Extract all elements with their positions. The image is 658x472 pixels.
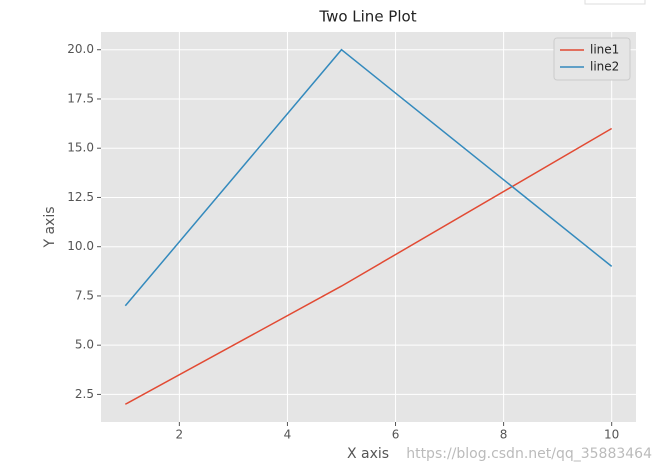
- y-tick-label: 15.0: [67, 141, 94, 155]
- legend: line1 line2: [553, 37, 631, 81]
- y-tick-label: 7.5: [75, 288, 94, 302]
- x-tick-label: 10: [604, 428, 619, 442]
- legend-label: line1: [590, 43, 619, 57]
- watermark: https://blog.csdn.net/qq_35883464: [406, 446, 652, 462]
- x-tick-label: 4: [284, 428, 292, 442]
- x-tick-label: 6: [392, 428, 400, 442]
- x-tick-label: 8: [500, 428, 508, 442]
- legend-box: [553, 37, 631, 81]
- plot-area: [101, 32, 636, 422]
- toolbar-box: [584, 0, 646, 5]
- y-axis-label: Y axis: [42, 206, 58, 248]
- chart-title: Two Line Plot: [318, 8, 416, 26]
- line: [124, 127, 613, 405]
- legend-label: line2: [590, 60, 619, 74]
- line: [124, 48, 613, 307]
- y-tick-label: 5.0: [75, 338, 94, 352]
- y-tick-label: 20.0: [67, 42, 94, 56]
- x-tick-label: 2: [176, 428, 184, 442]
- y-tick-label: 2.5: [75, 387, 94, 401]
- x-axis-label: X axis: [347, 446, 389, 462]
- y-tick-label: 17.5: [67, 91, 94, 105]
- y-tick-label: 12.5: [67, 190, 94, 204]
- y-tick-label: 10.0: [67, 239, 94, 253]
